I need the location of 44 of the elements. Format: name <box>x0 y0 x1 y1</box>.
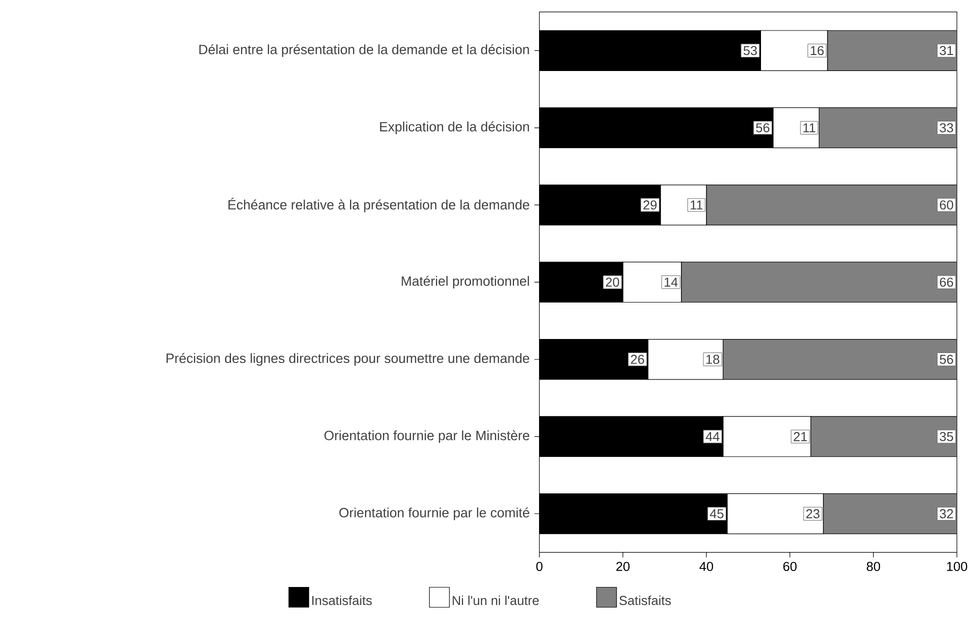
data-label: 16 <box>810 46 824 56</box>
bar <box>706 184 957 226</box>
legend-label: Insatisfaits <box>312 595 372 605</box>
y-tick-label: Orientation fournie par le comité <box>339 507 530 520</box>
x-tick-label: 20 <box>616 562 630 571</box>
x-tick-label: 100 <box>947 562 968 571</box>
data-label: 66 <box>940 277 954 287</box>
data-label: 18 <box>706 354 720 364</box>
legend-label: Satisfaits <box>619 595 671 605</box>
data-label: 45 <box>710 509 724 518</box>
x-tick-label: 40 <box>699 562 714 571</box>
bar <box>827 30 957 71</box>
data-label: 35 <box>940 432 954 442</box>
bar <box>818 107 957 148</box>
data-label: 23 <box>806 509 820 518</box>
data-label: 29 <box>643 200 657 210</box>
x-tick-label: 0 <box>536 562 542 571</box>
data-label: 20 <box>606 277 620 287</box>
x-tick-label: 80 <box>866 562 880 571</box>
data-label: 26 <box>630 354 644 364</box>
y-tick-label: Délai entre la présentation de la demande et la décision <box>199 44 529 57</box>
y-tick-label: Orientation fournie par le Ministère <box>324 430 530 443</box>
bar <box>722 338 957 380</box>
y-tick-label: Précision des lignes directrices pour soumettre une demande <box>166 352 530 366</box>
data-label: 44 <box>706 432 720 441</box>
bar <box>822 493 957 534</box>
y-tick-label: Matériel promotionnel <box>402 276 529 288</box>
data-label: 31 <box>940 46 954 56</box>
data-label: 56 <box>940 354 954 364</box>
legend-label: Ni l'un ni l'autre <box>452 595 539 605</box>
y-tick-label: Échéance relative à la présentation de la demande <box>228 198 530 212</box>
x-tick-label: 60 <box>783 562 797 571</box>
data-label: 60 <box>940 200 954 210</box>
data-label: 56 <box>756 123 770 132</box>
y-tick-label: Explication de la décision <box>380 121 529 134</box>
bar <box>681 262 957 302</box>
bar <box>810 416 957 457</box>
data-label: 11 <box>803 123 816 132</box>
data-label: 21 <box>794 432 807 441</box>
data-label: 33 <box>940 123 954 132</box>
data-label: 32 <box>940 509 953 518</box>
data-label: 14 <box>664 278 678 286</box>
data-label: 11 <box>690 200 703 210</box>
data-label: 53 <box>744 46 757 56</box>
